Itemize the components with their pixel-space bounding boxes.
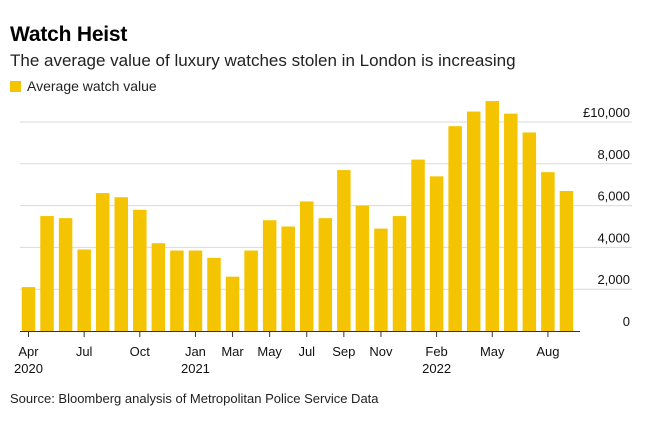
legend: Average watch value bbox=[10, 78, 157, 94]
bar-2021-12 bbox=[392, 216, 407, 331]
bar-2021-08 bbox=[318, 218, 333, 331]
bar-2021-07 bbox=[300, 201, 314, 331]
x-tick-label: Jul bbox=[298, 344, 315, 359]
x-tick-label: Apr bbox=[18, 344, 39, 359]
bar-2021-09 bbox=[337, 170, 351, 331]
x-tick-label: Aug bbox=[536, 344, 559, 359]
bar-2022-06 bbox=[504, 113, 518, 331]
bar-2022-02 bbox=[429, 176, 444, 331]
bar-2021-04 bbox=[244, 250, 258, 331]
bar-2020-10 bbox=[133, 209, 147, 331]
x-tick-year: 2021 bbox=[181, 361, 210, 376]
x-tick-label: May bbox=[257, 344, 282, 359]
x-tick-label: Jan bbox=[185, 344, 206, 359]
x-tick-label: Oct bbox=[130, 344, 151, 359]
bar-2022-09 bbox=[559, 190, 574, 331]
bar-2020-11 bbox=[151, 243, 166, 331]
bar-2020-12 bbox=[170, 250, 184, 331]
y-tick-label: 2,000 bbox=[597, 272, 630, 287]
source-note: Source: Bloomberg analysis of Metropolit… bbox=[10, 391, 379, 406]
bar-2020-05 bbox=[40, 216, 54, 331]
bar-2021-06 bbox=[281, 226, 295, 331]
chart-title: Watch Heist bbox=[10, 23, 128, 46]
bar-2022-01 bbox=[411, 159, 425, 331]
bar-2020-04 bbox=[21, 287, 36, 331]
x-tick-label: Sep bbox=[332, 344, 355, 359]
bar-2022-07 bbox=[522, 132, 537, 331]
bar-2022-05 bbox=[485, 101, 499, 331]
bar-2022-03 bbox=[448, 126, 462, 332]
y-tick-label: 0 bbox=[623, 314, 630, 329]
bar-2021-10 bbox=[355, 205, 370, 331]
legend-swatch bbox=[10, 80, 21, 92]
y-tick-label: 8,000 bbox=[597, 147, 630, 162]
bar-2021-05 bbox=[262, 220, 277, 331]
bar-2020-08 bbox=[95, 193, 110, 331]
x-tick-year: 2022 bbox=[422, 361, 451, 376]
x-tick-label: May bbox=[480, 344, 505, 359]
x-tick-label: Mar bbox=[221, 344, 244, 359]
x-tick-year: 2020 bbox=[14, 361, 43, 376]
y-tick-label: 6,000 bbox=[597, 189, 630, 204]
bar-2022-04 bbox=[466, 111, 481, 331]
bar-2021-02 bbox=[207, 257, 221, 331]
bar-2020-09 bbox=[114, 197, 128, 331]
chart-subtitle: The average value of luxury watches stol… bbox=[10, 51, 516, 70]
bar-2021-11 bbox=[374, 228, 388, 331]
legend-label: Average watch value bbox=[27, 78, 157, 94]
y-tick-label: £10,000 bbox=[583, 105, 630, 120]
y-tick-label: 4,000 bbox=[597, 230, 630, 245]
x-tick-label: Feb bbox=[425, 344, 447, 359]
bar-2021-01 bbox=[188, 250, 203, 331]
bar-2020-06 bbox=[58, 218, 73, 331]
bar-2022-08 bbox=[541, 172, 555, 331]
bar-2021-03 bbox=[225, 276, 240, 331]
bar-2020-07 bbox=[77, 249, 91, 331]
x-tick-label: Nov bbox=[369, 344, 393, 359]
x-tick-label: Jul bbox=[76, 344, 93, 359]
